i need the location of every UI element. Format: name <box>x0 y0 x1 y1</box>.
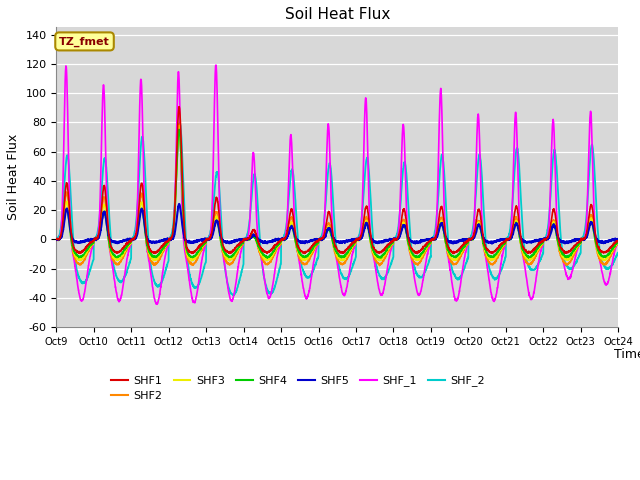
Text: TZ_fmet: TZ_fmet <box>59 36 110 47</box>
Title: Soil Heat Flux: Soil Heat Flux <box>285 7 390 22</box>
X-axis label: Time: Time <box>614 348 640 361</box>
Y-axis label: Soil Heat Flux: Soil Heat Flux <box>7 134 20 220</box>
Legend: SHF1, SHF2, SHF3, SHF4, SHF5, SHF_1, SHF_2: SHF1, SHF2, SHF3, SHF4, SHF5, SHF_1, SHF… <box>107 371 490 406</box>
